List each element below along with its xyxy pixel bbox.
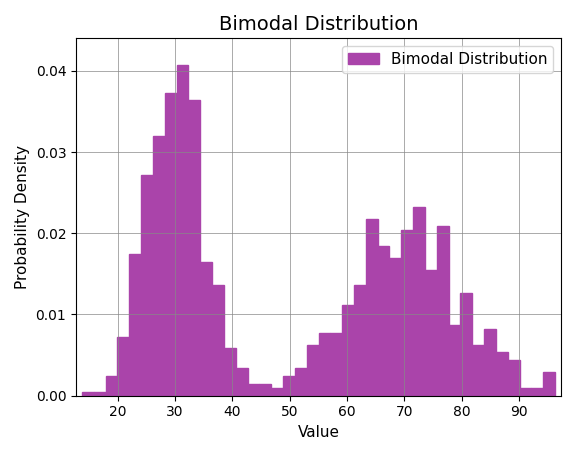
- Bar: [271, 388, 283, 396]
- Bar: [532, 388, 543, 396]
- Bar: [389, 258, 401, 396]
- Bar: [82, 392, 94, 396]
- Bar: [248, 384, 259, 396]
- Legend: Bimodal Distribution: Bimodal Distribution: [342, 46, 554, 73]
- Bar: [425, 270, 437, 396]
- Bar: [259, 384, 271, 396]
- Bar: [449, 325, 460, 396]
- Bar: [236, 368, 248, 396]
- Bar: [177, 65, 188, 396]
- Bar: [472, 344, 484, 396]
- Bar: [200, 262, 212, 396]
- Bar: [141, 175, 153, 396]
- Bar: [165, 93, 177, 396]
- Bar: [484, 329, 496, 396]
- Bar: [153, 136, 165, 396]
- Bar: [460, 293, 472, 396]
- Bar: [188, 101, 200, 396]
- Y-axis label: Probability Density: Probability Density: [15, 145, 30, 289]
- Bar: [354, 285, 366, 396]
- Bar: [508, 360, 520, 396]
- Bar: [413, 207, 425, 396]
- Bar: [295, 368, 306, 396]
- Bar: [224, 349, 236, 396]
- Bar: [437, 227, 449, 396]
- Bar: [366, 218, 378, 396]
- Bar: [378, 246, 389, 396]
- Bar: [118, 337, 129, 396]
- Bar: [401, 230, 413, 396]
- Bar: [105, 376, 118, 396]
- Bar: [496, 353, 508, 396]
- Bar: [212, 285, 224, 396]
- Bar: [520, 388, 532, 396]
- Bar: [283, 376, 295, 396]
- Bar: [342, 305, 354, 396]
- Bar: [129, 254, 141, 396]
- Bar: [331, 333, 342, 396]
- Title: Bimodal Distribution: Bimodal Distribution: [219, 15, 418, 34]
- X-axis label: Value: Value: [298, 425, 339, 440]
- Bar: [543, 372, 555, 396]
- Bar: [94, 392, 105, 396]
- Bar: [319, 333, 331, 396]
- Bar: [306, 344, 319, 396]
